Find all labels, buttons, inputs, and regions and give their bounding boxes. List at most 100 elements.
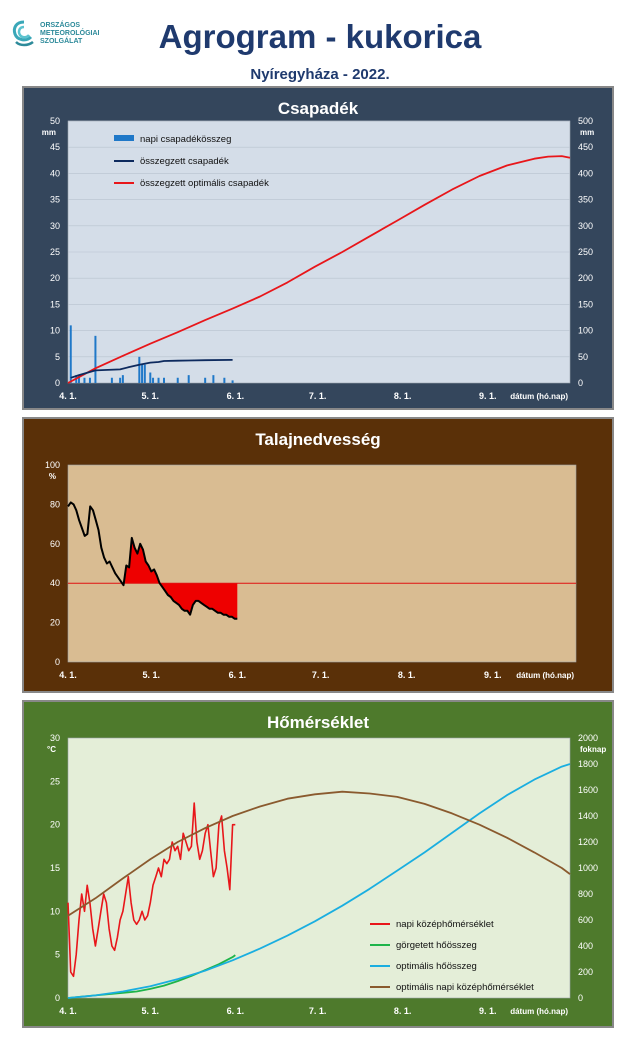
y-right-tick-label: 50: [578, 352, 588, 362]
precip-bar: [157, 377, 160, 383]
precip-bar: [149, 372, 152, 383]
x-tick-label: 9. 1.: [479, 1006, 497, 1016]
y-tick-label: 50: [50, 116, 60, 126]
y-right-tick-label: 150: [578, 299, 593, 309]
y-right-tick-label: 350: [578, 195, 593, 205]
y-tick-label: 0: [55, 378, 60, 388]
x-tick-label: 4. 1.: [59, 670, 77, 680]
chart-title: Talajnedvesség: [255, 430, 380, 449]
y-axis-unit: %: [49, 472, 56, 481]
page-title: Agrogram - kukorica: [158, 18, 482, 55]
y-tick-label: 100: [45, 460, 60, 470]
x-axis-label: dátum (hó.nap): [510, 392, 568, 401]
chart-title: Hőmérséklet: [267, 713, 369, 732]
legend-label: optimális napi középhőmérséklet: [396, 982, 534, 993]
temperature-panel: Hőmérséklet 0 5 10 15 20 25 30 °C 0 200 400 600 800 10…: [22, 700, 614, 1028]
y-tick-label: 10: [50, 906, 60, 916]
cumulative-precip-line: [70, 359, 233, 379]
x-tick-label: 7. 1.: [312, 670, 330, 680]
y-tick-label: 10: [50, 326, 60, 336]
y-tick-label: 0: [55, 993, 60, 1003]
legend-label: görgetett hőösszeg: [396, 940, 477, 951]
legend-label: optimális hőösszeg: [396, 961, 477, 972]
y-right-tick-label: 500: [578, 116, 593, 126]
temp-series-line-2: [67, 763, 571, 999]
x-tick-label: 7. 1.: [309, 391, 327, 401]
precip-bar: [204, 377, 207, 383]
y-right-axis-unit: foknap: [580, 745, 606, 754]
precip-bar: [187, 375, 190, 383]
logo-line-2: METEOROLÓGIAI: [40, 30, 100, 37]
precipitation-panel: Csapadék 0 5 10 15 20 25 30 35 40 45 50 mm 0 50 100 150 2…: [22, 86, 614, 410]
precip-bar: [138, 356, 141, 383]
y-right-tick-label: 2000: [578, 733, 598, 743]
y-right-tick-label: 1400: [578, 811, 598, 821]
legend-swatch-daily-precip: [114, 135, 134, 141]
legend-label: összegzett csapadék: [140, 156, 229, 167]
x-axis-label: dátum (hó.nap): [516, 671, 574, 680]
y-right-tick-label: 300: [578, 221, 593, 231]
precip-bar: [83, 377, 86, 383]
optimal-cumulative-precip-line: [67, 155, 571, 384]
x-tick-label: 9. 1.: [479, 391, 497, 401]
temperature-chart: Hőmérséklet 0 5 10 15 20 25 30 °C 0 200 400 600 800 10…: [24, 702, 612, 1026]
y-right-tick-label: 0: [578, 378, 583, 388]
y-tick-label: 15: [50, 863, 60, 873]
plot-area: [67, 464, 577, 663]
logo-line-1: ORSZÁGOS: [40, 22, 81, 29]
x-tick-label: 5. 1.: [143, 670, 161, 680]
y-tick-label: 25: [50, 247, 60, 257]
precip-bar: [77, 375, 80, 383]
y-tick-label: 20: [50, 273, 60, 283]
logo-swirl-icon: [12, 20, 34, 47]
x-axis-label: dátum (hó.nap): [510, 1007, 568, 1016]
y-right-tick-label: 400: [578, 941, 593, 951]
x-tick-label: 6. 1.: [227, 391, 245, 401]
y-right-tick-label: 400: [578, 168, 593, 178]
y-tick-label: 0: [55, 657, 60, 667]
precip-bar: [231, 380, 234, 383]
temp-series-line-3: [67, 790, 571, 917]
precip-bar: [176, 377, 179, 383]
y-tick-label: 5: [55, 352, 60, 362]
soil-moisture-panel: Talajnedvesség 0 20 40 60 80 100% 4. 1. 5. 1. 6. …: [22, 417, 614, 693]
precip-bar: [143, 364, 146, 383]
y-right-tick-label: 1600: [578, 785, 598, 795]
logo-line-3: SZOLGÁLAT: [40, 38, 83, 45]
y-right-tick-label: 200: [578, 967, 593, 977]
precip-bar: [69, 325, 72, 383]
y-right-tick-label: 1800: [578, 759, 598, 769]
y-right-tick-label: 1200: [578, 837, 598, 847]
y-tick-label: 5: [55, 950, 60, 960]
precip-bar: [212, 375, 215, 383]
y-right-tick-label: 100: [578, 326, 593, 336]
legend-label: napi középhőmérséklet: [396, 919, 494, 930]
x-tick-label: 5. 1.: [142, 1006, 160, 1016]
x-tick-label: 4. 1.: [59, 391, 77, 401]
x-tick-label: 7. 1.: [309, 1006, 327, 1016]
deficit-area: [122, 537, 238, 619]
y-tick-label: 40: [50, 168, 60, 178]
x-tick-label: 8. 1.: [394, 391, 412, 401]
x-tick-label: 8. 1.: [398, 670, 416, 680]
precip-bar: [94, 335, 97, 383]
x-tick-label: 6. 1.: [229, 670, 247, 680]
legend-label: összegzett optimális csapadék: [140, 178, 269, 189]
plot-area: [67, 737, 571, 999]
y-tick-label: 25: [50, 776, 60, 786]
x-tick-label: 9. 1.: [484, 670, 502, 680]
y-right-tick-label: 1000: [578, 863, 598, 873]
x-tick-label: 4. 1.: [59, 1006, 77, 1016]
y-tick-label: 80: [50, 499, 60, 509]
y-right-tick-label: 800: [578, 889, 593, 899]
y-right-tick-label: 0: [578, 993, 583, 1003]
y-right-axis-unit: mm: [580, 128, 594, 137]
legend-label: napi csapadékösszeg: [140, 134, 231, 145]
y-tick-label: 40: [50, 578, 60, 588]
y-axis-unit: °C: [47, 745, 56, 754]
precip-bar: [152, 377, 155, 383]
x-tick-label: 6. 1.: [227, 1006, 245, 1016]
y-tick-label: 45: [50, 142, 60, 152]
y-tick-label: 30: [50, 221, 60, 231]
precipitation-chart: Csapadék 0 5 10 15 20 25 30 35 40 45 50 mm 0 50 100 150 2…: [24, 88, 612, 408]
